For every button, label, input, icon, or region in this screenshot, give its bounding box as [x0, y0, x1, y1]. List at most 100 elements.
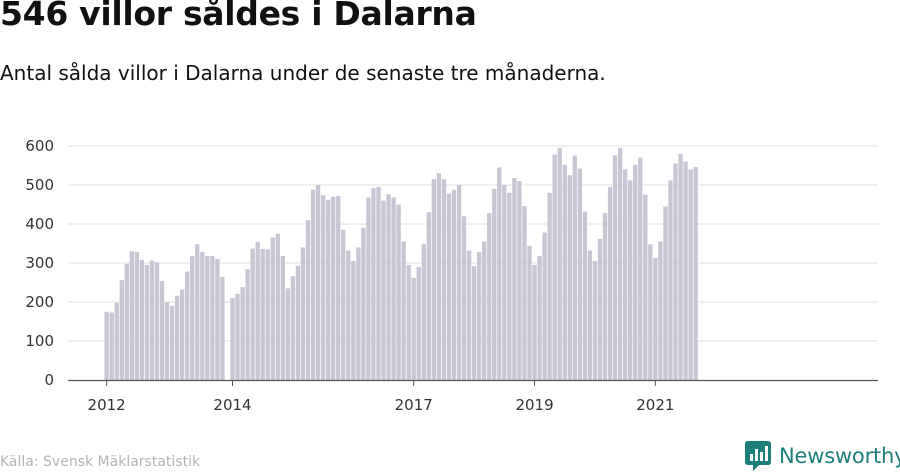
bar: [643, 194, 648, 380]
bar: [401, 241, 406, 380]
bar: [421, 244, 426, 380]
bar: [461, 216, 467, 380]
bar: [215, 259, 220, 380]
bar: [592, 261, 598, 380]
bar: [502, 185, 507, 380]
bar: [336, 195, 341, 380]
x-tick-label: 2021: [636, 396, 674, 414]
bar: [517, 181, 522, 380]
bar: [522, 206, 527, 380]
bar: [331, 196, 336, 380]
bar: [663, 206, 668, 380]
bar: [567, 175, 572, 380]
bar: [245, 269, 250, 380]
bar: [653, 257, 658, 380]
bar: [512, 177, 517, 380]
bar: [617, 147, 623, 380]
bar: [628, 180, 633, 380]
bar: [678, 153, 683, 380]
bar: [139, 259, 145, 380]
bar: [597, 238, 603, 380]
bar: [477, 252, 482, 380]
bar: [381, 200, 386, 380]
bar: [250, 248, 255, 380]
bar: [300, 247, 306, 380]
bar: [436, 173, 442, 380]
bar: [200, 252, 205, 380]
x-tick-label: 2012: [88, 396, 126, 414]
bar: [446, 193, 452, 380]
bar: [260, 248, 265, 380]
bar: [648, 244, 653, 380]
bar: [537, 255, 542, 380]
bar: [164, 302, 170, 380]
bar: [587, 250, 593, 380]
bar: [346, 250, 351, 380]
bar: [325, 199, 331, 380]
bar: [557, 147, 562, 380]
bar: [612, 155, 618, 380]
bar: [351, 261, 356, 380]
x-tick-label: 2017: [395, 396, 433, 414]
bar: [552, 154, 557, 380]
bar: [255, 241, 260, 380]
bar: [633, 164, 638, 380]
newsworthy-chart-logo-icon: [745, 441, 771, 471]
bar: [114, 302, 119, 380]
bar: [341, 229, 346, 380]
bar: [693, 167, 698, 380]
bar: [577, 168, 582, 380]
brand-logo[interactable]: Newsworthy: [745, 441, 900, 471]
bar: [527, 245, 532, 380]
bar: [582, 211, 588, 380]
chart-title: 546 villor såldes i Dalarna: [0, 0, 477, 33]
bar: [310, 189, 316, 380]
bar: [366, 197, 371, 380]
bars: [104, 147, 698, 380]
bar: [134, 252, 140, 380]
bar: [190, 255, 195, 380]
y-tick-label: 200: [25, 293, 54, 311]
latest-value-label: 546: [827, 0, 858, 4]
y-tick-label: 300: [25, 254, 54, 272]
bar: [235, 293, 240, 380]
bar: [396, 204, 401, 380]
bar: [315, 185, 321, 380]
source-note: Källa: Svensk Mäklarstatistik: [0, 454, 201, 470]
bar: [376, 186, 381, 380]
bar: [471, 266, 477, 380]
bar: [109, 312, 114, 380]
bar: [607, 186, 613, 380]
bar: [492, 188, 497, 380]
y-tick-label: 400: [25, 215, 54, 233]
bar: [104, 311, 109, 380]
bar: [431, 179, 437, 380]
bar: [129, 251, 134, 380]
bar: [456, 185, 462, 380]
bar: [673, 163, 678, 380]
bar: [411, 277, 416, 380]
bar: [290, 276, 296, 380]
bar: [265, 249, 270, 380]
bar: [205, 255, 210, 380]
bar: [386, 194, 391, 380]
chart-subtitle: Antal sålda villor i Dalarna under de se…: [0, 61, 606, 85]
bar: [487, 213, 492, 380]
bar: [169, 305, 175, 380]
bar: [270, 237, 275, 380]
bar: [683, 161, 688, 380]
bar: [547, 192, 552, 380]
bar: [230, 298, 235, 380]
bar: [497, 167, 502, 380]
bar: [285, 288, 291, 380]
bar: [180, 289, 185, 380]
bar: [144, 264, 150, 380]
bar: [124, 263, 129, 380]
bar: [688, 169, 693, 380]
bar: [623, 169, 628, 380]
bar: [371, 188, 376, 380]
bar: [658, 241, 663, 380]
y-tick-label: 500: [25, 176, 54, 194]
bar: [305, 220, 311, 380]
